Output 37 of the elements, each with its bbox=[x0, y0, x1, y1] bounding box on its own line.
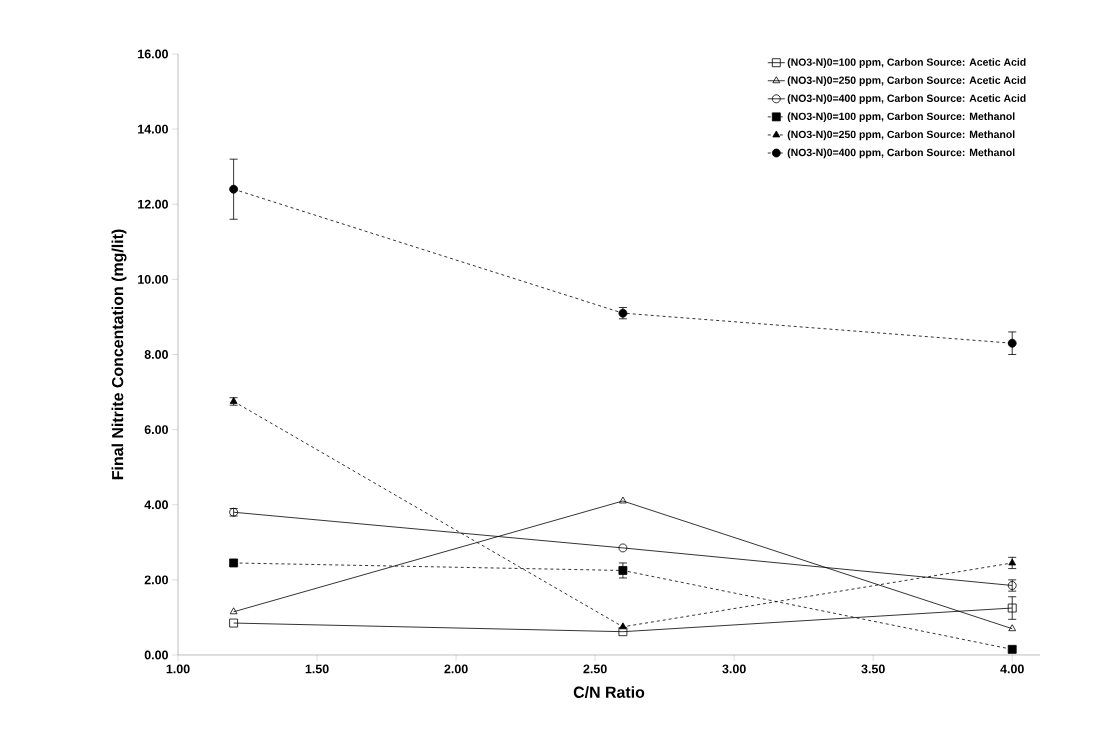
point bbox=[619, 622, 627, 630]
x-axis-title: C/N Ratio bbox=[573, 686, 645, 699]
legend-label: (NO3-N)0=400 ppm, Carbon Source: Acetic Acid bbox=[787, 94, 1026, 105]
y-tick-label: 4.00 bbox=[144, 500, 168, 510]
point bbox=[618, 543, 628, 553]
y-tick-label: 14.00 bbox=[138, 124, 168, 134]
x-tick-label: 4.00 bbox=[1000, 664, 1024, 674]
point bbox=[229, 618, 239, 628]
point bbox=[1008, 624, 1017, 632]
x-tick-label: 3.50 bbox=[861, 664, 885, 674]
point bbox=[229, 184, 239, 194]
point bbox=[618, 566, 628, 575]
point bbox=[229, 607, 238, 615]
y-tick-label: 6.00 bbox=[144, 425, 168, 435]
legend-label: (NO3-N)0=100 ppm, Carbon Source: Acetic Acid bbox=[787, 58, 1026, 68]
point bbox=[1007, 644, 1017, 654]
point bbox=[1007, 338, 1017, 348]
point bbox=[1007, 603, 1017, 613]
y-tick-label: 12.00 bbox=[138, 199, 168, 209]
x-tick-label: 1.50 bbox=[305, 664, 329, 674]
legend-label: (NO3-N)0=250 ppm, Carbon Source: Acetic Acid bbox=[787, 76, 1026, 86]
legend-label: (NO3-N)0=250 ppm, Carbon Source: Methanol bbox=[787, 130, 1015, 141]
legend-label: (NO3-N)0=400 ppm, Carbon Source: Methanol bbox=[787, 148, 1015, 159]
x-tick-label: 2.50 bbox=[583, 664, 607, 674]
x-tick-label: 2.00 bbox=[444, 664, 468, 674]
y-tick-label: 8.00 bbox=[144, 350, 168, 359]
point bbox=[229, 558, 239, 568]
point bbox=[618, 627, 628, 637]
y-tick-label: 10.00 bbox=[138, 274, 168, 284]
y-tick-label: 2.00 bbox=[144, 575, 168, 585]
y-tick-label: 16.00 bbox=[138, 49, 168, 59]
y-axis-title: Final Nitrite Concentation (mg/lit) bbox=[111, 229, 127, 480]
x-tick-label: 3.00 bbox=[722, 664, 746, 674]
legend-label: (NO3-N)0=100 ppm, Carbon Source: Methanol bbox=[787, 112, 1015, 123]
x-tick-label: 1.00 bbox=[166, 664, 190, 674]
point bbox=[619, 496, 627, 504]
y-tick-label: 0.00 bbox=[144, 650, 168, 660]
